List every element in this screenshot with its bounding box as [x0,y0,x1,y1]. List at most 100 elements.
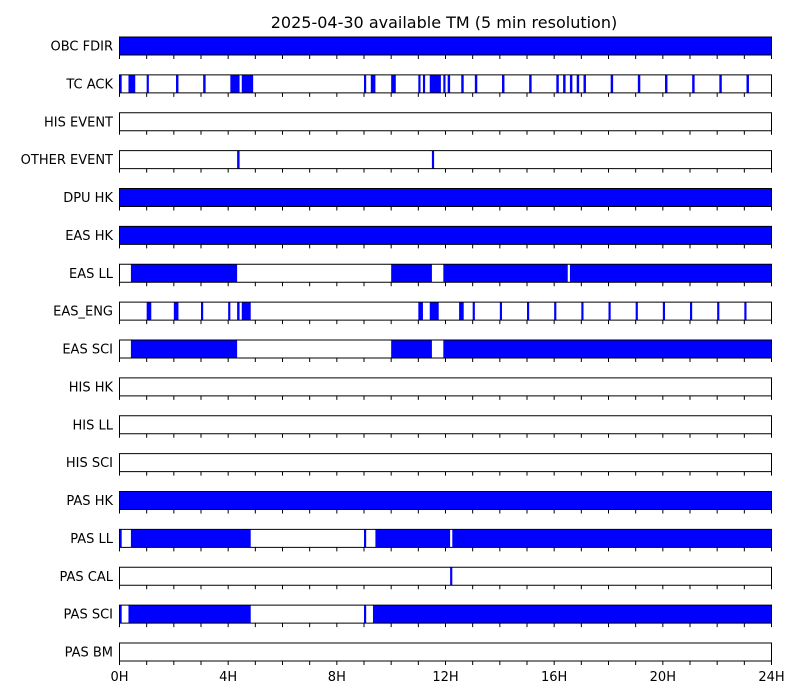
row-label: EAS LL [69,267,114,282]
row-label: OBC FDIR [51,40,114,55]
availability-segment [128,605,251,624]
row-pas-ll: PAS LL [70,528,772,552]
availability-segment [237,302,240,321]
availability-segment [375,529,451,548]
row-label: HIS LL [73,418,114,433]
availability-segment [230,74,240,93]
availability-segment [474,74,478,93]
x-tick-label: 0H [110,670,128,685]
availability-segment [527,302,530,321]
row-dpu-hk: DPU HK [63,188,772,211]
row-pas-hk: PAS HK [66,491,772,514]
row-obc-fdir: OBC FDIR [51,36,772,59]
availability-segment [583,74,586,93]
row-frame [119,377,772,397]
row-label: EAS_ENG [53,305,113,320]
availability-segment [391,74,396,93]
availability-segment [119,529,122,548]
availability-segment [746,74,749,93]
availability-segment [443,340,772,358]
availability-segment [119,491,772,510]
row-label: PAS BM [65,646,113,661]
availability-segment [372,605,772,624]
availability-segment [452,529,772,548]
availability-segment [119,74,122,93]
row-label: PAS CAL [60,570,114,585]
availability-segment [228,302,231,321]
x-tick-label: 24H [758,670,784,685]
row-frame [119,301,772,321]
availability-segment [554,302,557,321]
row-label: EAS HK [65,229,113,244]
availability-segment [443,264,568,283]
row-label: HIS EVENT [44,115,113,130]
availability-segment [241,74,254,93]
availability-segment [119,37,772,55]
availability-segment [569,264,772,283]
row-pas-sci: PAS SCI [64,604,772,628]
x-axis: 0H 4H 8H 12H 16H 20H 24H [110,670,784,685]
chart-title: 2025-04-30 available TM (5 min resolutio… [271,13,617,32]
availability-segment [556,74,559,93]
availability-segment [203,74,206,93]
row-label: TC ACK [65,77,113,92]
availability-segment [665,74,668,93]
x-tick-label: 16H [541,670,567,685]
row-label: OTHER EVENT [21,153,113,168]
availability-segment [128,74,136,93]
x-tick-label: 12H [432,670,458,685]
availability-segment [635,302,638,321]
row-pas-cal: PAS CAL [60,566,772,590]
availability-segment [119,188,772,207]
row-frame [119,566,772,586]
availability-segment [391,340,432,358]
availability-segment [461,74,464,93]
row-his-event: HIS EVENT [44,112,772,135]
availability-segment [370,74,376,93]
row-label: PAS LL [70,532,114,547]
availability-segment [692,74,695,93]
availability-segment [418,74,421,93]
row-label: PAS HK [66,494,113,509]
row-tc-ack: TC ACK [65,74,772,97]
row-label: PAS SCI [64,608,113,623]
availability-segment [201,302,204,321]
availability-segment [637,74,641,93]
availability-segment [237,150,240,169]
availability-segment [499,302,503,321]
availability-segment [130,529,251,548]
availability-segment [119,226,772,245]
availability-segment [431,150,435,169]
availability-segment [146,302,152,321]
row-eas-ll: EAS LL [69,263,772,287]
availability-segment [529,74,532,93]
availability-segment [563,74,566,93]
row-label: DPU HK [63,191,113,206]
row-pas-bm: PAS BM [65,642,772,665]
availability-segment [429,302,439,321]
availability-segment [610,74,614,93]
row-his-ll: HIS LL [73,415,772,438]
row-frame [119,415,772,435]
row-frame [119,453,772,473]
row-frame [119,150,772,170]
availability-segment [173,302,179,321]
availability-segment [459,302,464,321]
availability-segment [450,567,453,586]
x-tick-label: 8H [328,670,346,685]
availability-segment [418,302,423,321]
availability-segment [719,74,722,93]
availability-segment [569,74,573,93]
row-eas-eng: EAS_ENG [53,301,772,325]
availability-segment [119,605,122,624]
availability-segment [472,302,475,321]
availability-segment [176,74,179,93]
row-label: HIS SCI [66,456,113,471]
row-other-event: OTHER EVENT [21,150,772,173]
x-tick-label: 20H [650,670,676,685]
availability-segment [581,302,584,321]
row-label: EAS SCI [62,343,113,358]
availability-segment [146,74,149,93]
availability-segment [241,302,251,321]
availability-segment [690,302,693,321]
